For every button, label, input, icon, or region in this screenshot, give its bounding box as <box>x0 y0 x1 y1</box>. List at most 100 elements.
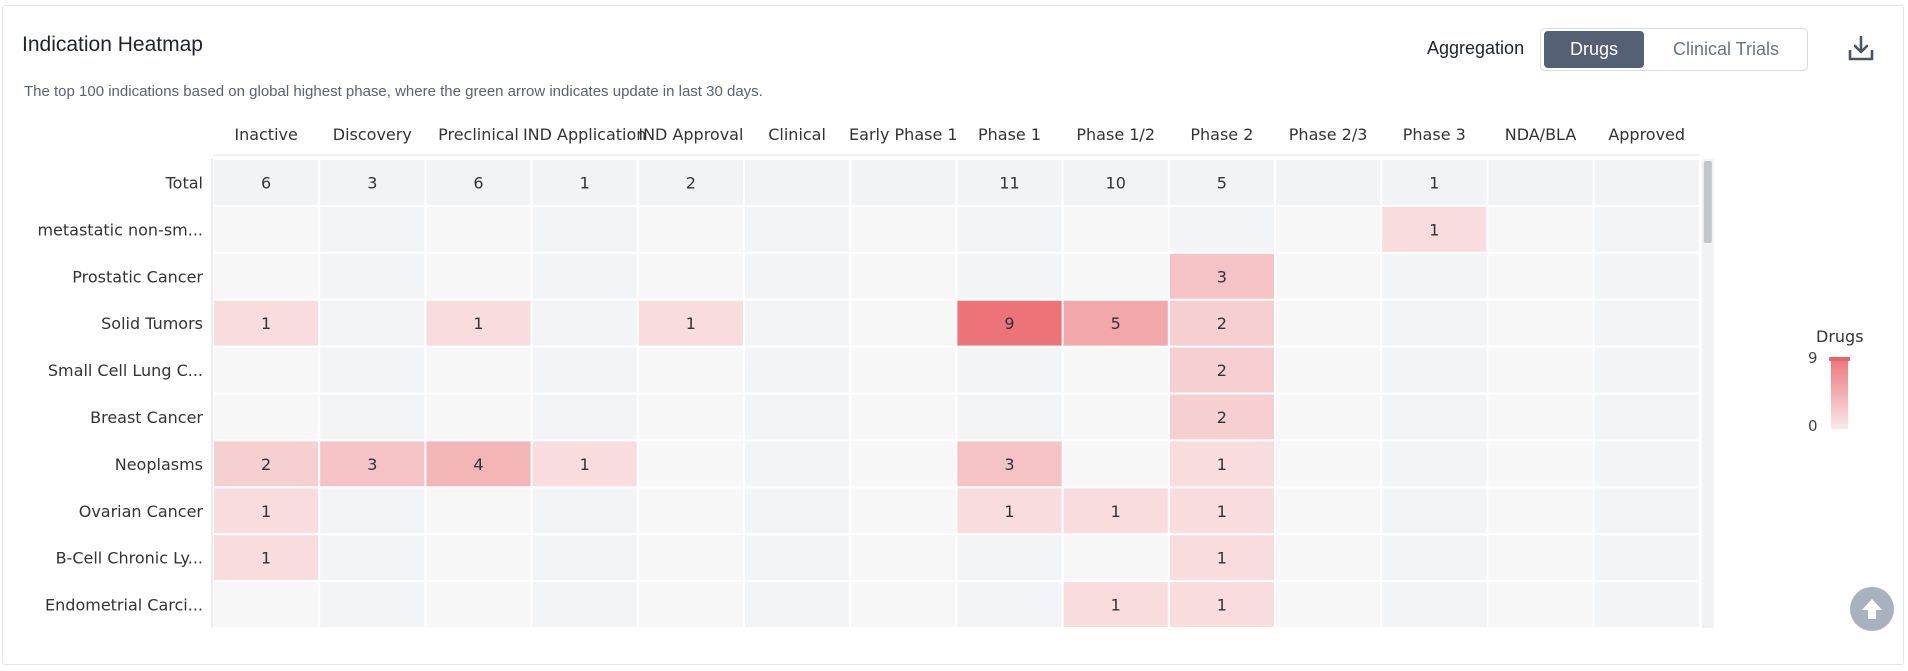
heatmap-cell <box>320 488 424 533</box>
total-cell-value: 11 <box>999 173 1019 192</box>
total-cell <box>1488 160 1592 205</box>
total-cell-value: 6 <box>261 173 271 192</box>
column-header: IND Application <box>523 125 647 144</box>
total-cell <box>851 160 955 205</box>
heatmap-cell <box>851 441 955 486</box>
heatmap-cell <box>320 254 424 299</box>
row-label: Small Cell Lung C... <box>48 361 203 380</box>
legend-title: Drugs <box>1816 327 1864 346</box>
heatmap-cell <box>533 488 637 533</box>
heatmap-cell <box>851 254 955 299</box>
heatmap-cell <box>1488 488 1592 533</box>
total-cell <box>745 160 849 205</box>
row-label: Endometrial Carci... <box>45 596 203 615</box>
heatmap-cell <box>1595 582 1699 627</box>
heatmap-cell <box>1276 207 1380 252</box>
heatmap-cell <box>320 395 424 440</box>
heatmap-cell <box>1276 348 1380 393</box>
heatmap-cell <box>745 348 849 393</box>
heatmap-cell <box>957 254 1061 299</box>
total-cell <box>1276 160 1380 205</box>
heatmap-cell <box>1488 441 1592 486</box>
heatmap-cell <box>957 582 1061 627</box>
heatmap-cell <box>745 301 849 346</box>
row-label: metastatic non-sm... <box>37 220 203 239</box>
heatmap-cell <box>639 395 743 440</box>
heatmap-cell <box>426 488 530 533</box>
heatmap-cell <box>1064 535 1168 580</box>
heatmap-cell <box>639 348 743 393</box>
heatmap-cell <box>1170 207 1274 252</box>
total-cell-value: 10 <box>1106 173 1126 192</box>
arrow-up-icon[interactable] <box>1850 587 1894 631</box>
heatmap-cell <box>1382 395 1486 440</box>
cell-value: 1 <box>1004 502 1014 521</box>
cell-value: 2 <box>1217 408 1227 427</box>
cell-value: 1 <box>473 314 483 333</box>
total-cell-value: 1 <box>580 173 590 192</box>
heatmap-cell <box>639 441 743 486</box>
heatmap-cell <box>1488 301 1592 346</box>
cell-value: 1 <box>1217 502 1227 521</box>
heatmap-cell <box>1276 535 1380 580</box>
cell-value: 1 <box>1429 220 1439 239</box>
heatmap-cell <box>1595 535 1699 580</box>
legend-handle[interactable] <box>1829 357 1850 361</box>
row-label: Prostatic Cancer <box>72 267 203 286</box>
column-header: Phase 1/2 <box>1076 125 1155 144</box>
heatmap-cell <box>745 254 849 299</box>
heatmap-cell <box>1276 301 1380 346</box>
heatmap-cell <box>1064 395 1168 440</box>
heatmap-cell <box>1488 582 1592 627</box>
cell-value: 5 <box>1111 314 1121 333</box>
row-label: B-Cell Chronic Ly... <box>56 549 203 568</box>
column-header: Phase 1 <box>978 125 1041 144</box>
heatmap-cell <box>320 348 424 393</box>
heatmap-cell <box>1064 441 1168 486</box>
heatmap-cell <box>426 207 530 252</box>
heatmap-cell <box>851 207 955 252</box>
heatmap-cell <box>1382 582 1486 627</box>
heatmap-cell <box>426 395 530 440</box>
heatmap-cell <box>639 535 743 580</box>
row-label: Neoplasms <box>115 455 203 474</box>
column-header: Approved <box>1608 125 1685 144</box>
column-header: Discovery <box>333 125 412 144</box>
heatmap-cell <box>851 395 955 440</box>
row-label: Breast Cancer <box>90 408 203 427</box>
heatmap-cell <box>745 395 849 440</box>
heatmap-cell <box>426 254 530 299</box>
column-header: Inactive <box>234 125 298 144</box>
heatmap-cell <box>851 582 955 627</box>
heatmap-cell <box>851 348 955 393</box>
heatmap-cell <box>320 207 424 252</box>
cell-value: 1 <box>580 455 590 474</box>
heatmap-cell <box>745 582 849 627</box>
legend-color-bar[interactable] <box>1831 357 1848 429</box>
heatmap-cell <box>1595 301 1699 346</box>
total-row-label: Total <box>165 173 203 192</box>
scrollbar-thumb[interactable] <box>1704 161 1712 243</box>
heatmap-cell <box>214 582 318 627</box>
total-cell-value: 5 <box>1217 173 1227 192</box>
heatmap-cell <box>745 441 849 486</box>
heatmap-cell <box>851 301 955 346</box>
heatmap-cell <box>957 535 1061 580</box>
heatmap-cell <box>533 395 637 440</box>
cell-value: 1 <box>1111 596 1121 615</box>
heatmap-cell <box>639 488 743 533</box>
heatmap-cell <box>214 348 318 393</box>
heatmap-cell <box>1595 348 1699 393</box>
legend-max-label: 9 <box>1808 349 1818 367</box>
total-cell <box>1595 160 1699 205</box>
heatmap-cell <box>1382 488 1486 533</box>
heatmap-cell <box>851 535 955 580</box>
heatmap-cell <box>533 301 637 346</box>
total-cell-value: 1 <box>1429 173 1439 192</box>
heatmap-cell <box>1276 395 1380 440</box>
legend-min-label: 0 <box>1808 417 1818 435</box>
cell-value: 1 <box>1217 549 1227 568</box>
heatmap-cell <box>1276 441 1380 486</box>
cell-value: 2 <box>1217 361 1227 380</box>
